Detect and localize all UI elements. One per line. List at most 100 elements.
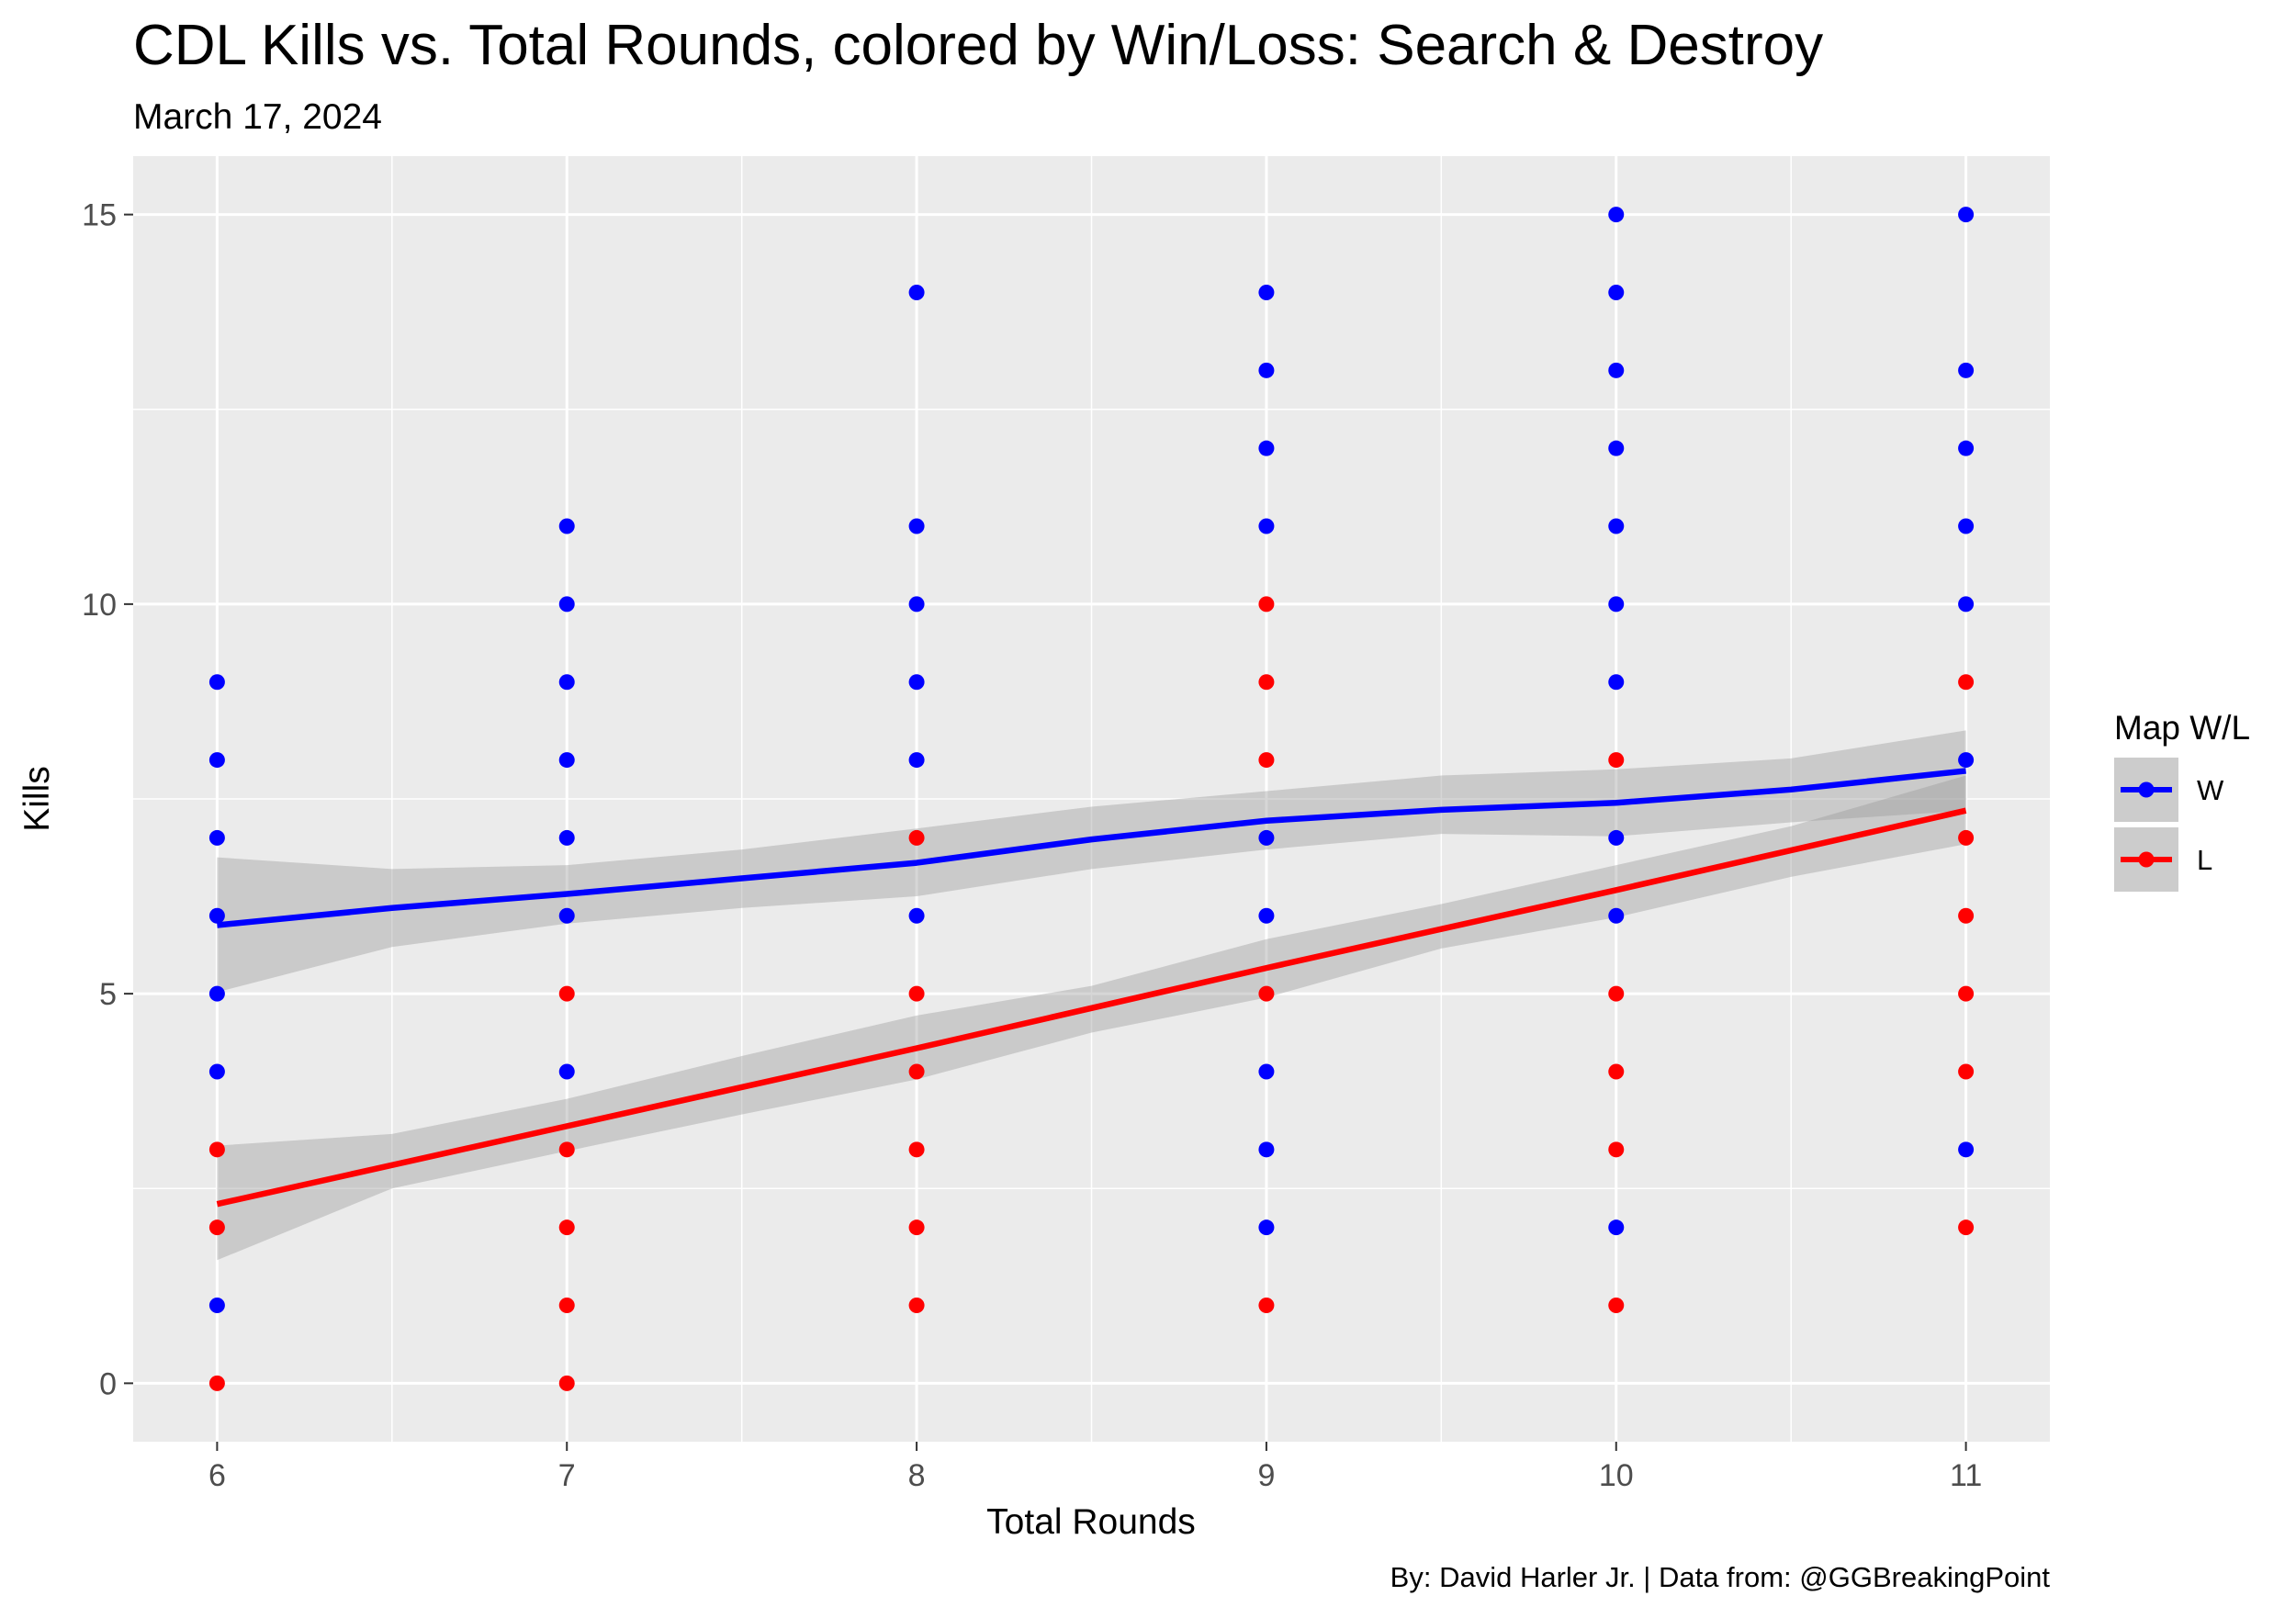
point-L [1258, 596, 1275, 612]
y-tick-label: 15 [82, 198, 117, 233]
point-W [558, 674, 575, 691]
x-tick-label: 10 [1599, 1458, 1634, 1493]
confidence-band-W [217, 730, 1966, 993]
point-L [908, 1219, 925, 1236]
point-W [1608, 207, 1625, 223]
point-W [1958, 440, 1975, 456]
y-axis-title: Kills [17, 766, 57, 832]
point-W [1258, 907, 1275, 924]
point-L [1258, 985, 1275, 1002]
point-W [558, 596, 575, 612]
point-W [1258, 1141, 1275, 1158]
minor-gridlines [133, 156, 2050, 1442]
point-W [208, 1063, 225, 1080]
point-W [908, 284, 925, 300]
point-W [1258, 362, 1275, 378]
point-W [558, 752, 575, 769]
point-L [1958, 829, 1975, 846]
point-W [1608, 284, 1625, 300]
trend-lines [216, 768, 1967, 1208]
point-L [558, 1298, 575, 1314]
legend-label-W: W [2197, 774, 2224, 806]
point-W [208, 752, 225, 769]
point-W [208, 985, 225, 1002]
point-W [1258, 829, 1275, 846]
point-W [908, 518, 925, 534]
point-W [1958, 362, 1975, 378]
point-W [558, 1063, 575, 1080]
point-W [1608, 674, 1625, 691]
point-L [208, 1141, 225, 1158]
confidence-band-L [217, 775, 1966, 1261]
point-W [1608, 907, 1625, 924]
point-L [1958, 674, 1975, 691]
point-L [1258, 752, 1275, 769]
x-axis-ticks: 6 7 8 9 10 11 [208, 1442, 1982, 1493]
point-L [1958, 907, 1975, 924]
y-axis-ticks: 0 5 10 15 [82, 198, 133, 1401]
point-W [1608, 362, 1625, 378]
point-L [558, 1219, 575, 1236]
chart-title: CDL Kills vs. Total Rounds, colored by W… [133, 14, 1823, 77]
point-L [1958, 1063, 1975, 1080]
point-L [908, 829, 925, 846]
x-tick-label: 11 [1950, 1458, 1982, 1493]
legend-point-L [2138, 851, 2155, 868]
point-W [208, 674, 225, 691]
trend-line-W [217, 768, 1966, 928]
point-W [1958, 596, 1975, 612]
point-W [1608, 440, 1625, 456]
chart-caption: By: David Harler Jr. | Data from: @GGBre… [1390, 1561, 2051, 1593]
point-L [1258, 674, 1275, 691]
point-W [208, 1298, 225, 1314]
point-W [1958, 1141, 1975, 1158]
point-L [208, 1375, 225, 1391]
point-W [1608, 596, 1625, 612]
legend-title: Map W/L [2114, 709, 2250, 747]
point-W [208, 829, 225, 846]
point-L [1608, 1063, 1625, 1080]
point-W [558, 518, 575, 534]
chart-subtitle: March 17, 2024 [133, 97, 382, 137]
point-L [1958, 985, 1975, 1002]
point-W [1258, 440, 1275, 456]
point-W [1258, 284, 1275, 300]
y-tick-label: 10 [82, 588, 117, 623]
point-W [1608, 1219, 1625, 1236]
data-points [208, 207, 1975, 1391]
x-tick-label: 8 [908, 1458, 926, 1493]
point-W [1608, 829, 1625, 846]
point-W [1608, 518, 1625, 534]
point-W [1258, 1063, 1275, 1080]
point-L [1958, 1219, 1975, 1236]
point-L [908, 985, 925, 1002]
point-W [1958, 518, 1975, 534]
x-tick-label: 6 [208, 1458, 226, 1493]
y-tick-label: 5 [99, 977, 117, 1012]
point-W [908, 596, 925, 612]
legend-point-W [2138, 781, 2155, 798]
point-L [558, 985, 575, 1002]
point-L [558, 1141, 575, 1158]
point-L [1608, 752, 1625, 769]
point-L [908, 1063, 925, 1080]
point-W [558, 829, 575, 846]
x-axis-title: Total Rounds [986, 1502, 1196, 1542]
point-L [1608, 1298, 1625, 1314]
point-L [1608, 985, 1625, 1002]
point-L [908, 1141, 925, 1158]
point-L [208, 1219, 225, 1236]
point-W [1258, 518, 1275, 534]
point-W [558, 907, 575, 924]
point-W [908, 752, 925, 769]
point-L [1258, 1298, 1275, 1314]
x-tick-label: 9 [1257, 1458, 1275, 1493]
point-W [908, 674, 925, 691]
legend-label-L: L [2197, 844, 2212, 876]
x-tick-label: 7 [558, 1458, 576, 1493]
y-tick-label: 0 [99, 1366, 117, 1401]
point-L [1608, 1141, 1625, 1158]
point-L [908, 1298, 925, 1314]
point-W [1258, 1219, 1275, 1236]
